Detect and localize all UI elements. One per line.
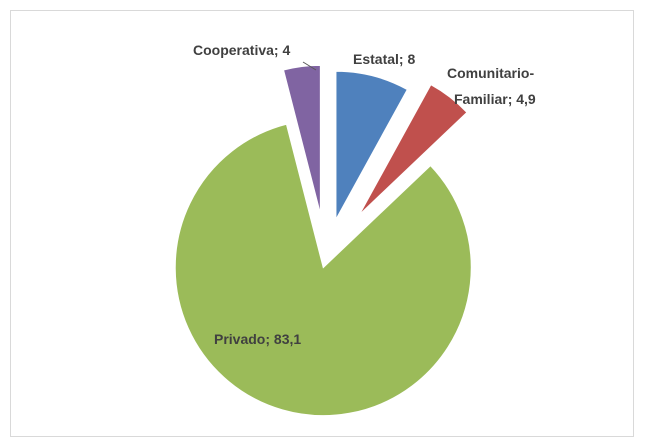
pie-slice-privado [174,123,472,417]
pie-slice-estatal [335,70,408,220]
label-estatal: Estatal; 8 [353,51,415,67]
data-labels: Estatal; 8 Comunitario- Familiar; 4,9 Co… [193,42,536,347]
leader-lines [302,61,317,71]
pie-slice-comunitario-familiar [359,84,468,215]
cooperativa-leader-line [302,61,317,71]
pie-slices [174,64,472,417]
pie-slice-cooperativa [282,64,321,214]
label-privado: Privado; 83,1 [214,331,301,347]
label-comunitario-line1: Comunitario- [447,65,534,81]
label-comunitario-line2: Familiar; 4,9 [454,91,536,107]
label-cooperativa: Cooperativa; 4 [193,42,290,58]
